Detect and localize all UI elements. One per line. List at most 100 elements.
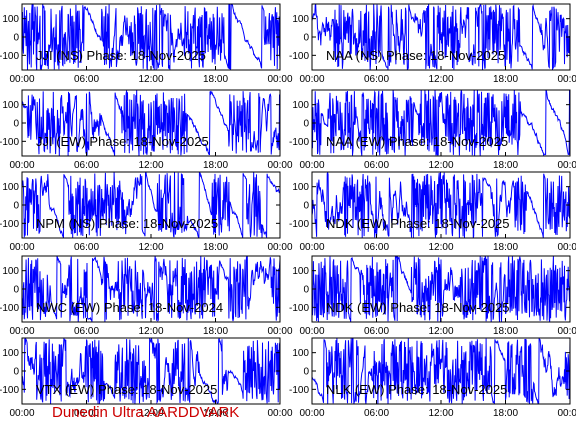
y-tick-label: -100: [0, 385, 19, 396]
y-tick-label: 0: [13, 367, 19, 378]
x-tick-label: 18:00: [493, 242, 518, 253]
x-tick-label: 06:00: [74, 408, 99, 419]
y-tick-label: 0: [13, 285, 19, 296]
phase-trace-line: [22, 90, 280, 156]
x-tick-label: 00:00: [9, 160, 34, 171]
y-tick-label: -100: [289, 303, 309, 314]
x-tick-label: 12:00: [428, 74, 453, 85]
x-tick-label: 00:00: [9, 326, 34, 337]
y-tick-label: 0: [13, 33, 19, 44]
chart-title: JJI (EW) Phase: 18-Nov-2025: [36, 134, 209, 149]
x-tick-label: 18:00: [493, 160, 518, 171]
phase-trace-line: [22, 172, 280, 238]
x-tick-label: 12:00: [138, 326, 163, 337]
y-tick-label: 100: [292, 100, 309, 111]
y-tick-label: 100: [292, 14, 309, 25]
credit-text: Dunedin Ultra AARDDVARK: [52, 404, 240, 421]
y-tick-label: 100: [2, 348, 19, 359]
y-tick-label: 100: [292, 348, 309, 359]
y-tick-label: 100: [2, 182, 19, 193]
phase-trace-line: [312, 256, 570, 322]
x-tick-label: 00:00: [299, 160, 324, 171]
x-tick-label: 00:00: [267, 74, 292, 85]
x-tick-label: 12:00: [138, 242, 163, 253]
x-tick-label: 18:00: [203, 74, 228, 85]
x-tick-label: 00:00: [267, 408, 292, 419]
x-tick-label: 12:00: [138, 74, 163, 85]
x-tick-label: 12:00: [428, 160, 453, 171]
chart-title: NDK (EW) Phase: 18-Nov-2025: [326, 300, 510, 315]
chart-title: JJI (NS) Phase: 18-Nov-2025: [36, 48, 206, 63]
chart-title: NLK (EW) Phase: 18-Nov-2025: [326, 382, 507, 397]
y-tick-label: 100: [2, 266, 19, 277]
chart-title: NWC (EW) Phase: 18-Nov-2024: [36, 300, 223, 315]
y-tick-label: 100: [292, 266, 309, 277]
x-tick-label: 00:00: [299, 408, 324, 419]
phase-trace-line: [22, 4, 280, 70]
y-tick-label: 0: [303, 33, 309, 44]
y-tick-label: 0: [13, 119, 19, 130]
phase-trace-line: [312, 338, 570, 404]
x-tick-label: 06:00: [74, 242, 99, 253]
phase-trace-line: [312, 4, 570, 70]
x-tick-label: 06:00: [364, 160, 389, 171]
y-tick-label: 100: [2, 14, 19, 25]
y-tick-label: 0: [303, 285, 309, 296]
x-tick-label: 00:00: [267, 242, 292, 253]
x-tick-label: 00:00: [557, 160, 576, 171]
x-tick-label: 00:00: [299, 326, 324, 337]
x-tick-label: 00:00: [299, 74, 324, 85]
x-tick-label: 00:00: [267, 326, 292, 337]
y-tick-label: -100: [289, 137, 309, 148]
y-tick-label: 0: [303, 119, 309, 130]
y-tick-label: -100: [289, 385, 309, 396]
chart-title: NPM (NS) Phase: 18-Nov-2025: [36, 216, 218, 231]
y-tick-label: 100: [292, 182, 309, 193]
chart-title: NAA (EW) Phase: 18-Nov-2025: [326, 134, 508, 149]
phase-trace-line: [312, 172, 570, 238]
x-tick-label: 06:00: [74, 160, 99, 171]
x-tick-label: 18:00: [203, 242, 228, 253]
y-tick-label: -100: [0, 137, 19, 148]
x-tick-label: 06:00: [364, 326, 389, 337]
x-tick-label: 18:00: [203, 408, 228, 419]
x-tick-label: 12:00: [428, 408, 453, 419]
x-tick-label: 12:00: [138, 160, 163, 171]
y-tick-label: -100: [0, 303, 19, 314]
y-tick-label: 0: [303, 201, 309, 212]
x-tick-label: 12:00: [428, 242, 453, 253]
x-tick-label: 18:00: [203, 160, 228, 171]
phase-trace-line: [22, 256, 280, 322]
x-tick-label: 00:00: [557, 326, 576, 337]
chart-title: NAA (NS) Phase: 18-Nov-2025: [326, 48, 505, 63]
x-tick-label: 00:00: [9, 408, 34, 419]
x-tick-label: 18:00: [493, 408, 518, 419]
x-tick-label: 12:00: [428, 326, 453, 337]
chart-title: NDK (EW) Phase: 18-Nov-2025: [326, 216, 510, 231]
y-tick-label: 0: [303, 367, 309, 378]
y-tick-label: -100: [289, 51, 309, 62]
y-tick-label: -100: [0, 51, 19, 62]
x-tick-label: 00:00: [9, 74, 34, 85]
x-tick-label: 06:00: [74, 74, 99, 85]
chart-title: VTX (EW) Phase: 18-Nov-2025: [36, 382, 217, 397]
x-tick-label: 00:00: [9, 242, 34, 253]
x-tick-label: 18:00: [203, 326, 228, 337]
phase-trace-line: [312, 90, 570, 156]
y-tick-label: -100: [289, 219, 309, 230]
x-tick-label: 00:00: [557, 408, 576, 419]
x-tick-label: 00:00: [299, 242, 324, 253]
x-tick-label: 06:00: [364, 242, 389, 253]
x-tick-label: 00:00: [557, 242, 576, 253]
x-tick-label: 00:00: [267, 160, 292, 171]
y-tick-label: -100: [0, 219, 19, 230]
